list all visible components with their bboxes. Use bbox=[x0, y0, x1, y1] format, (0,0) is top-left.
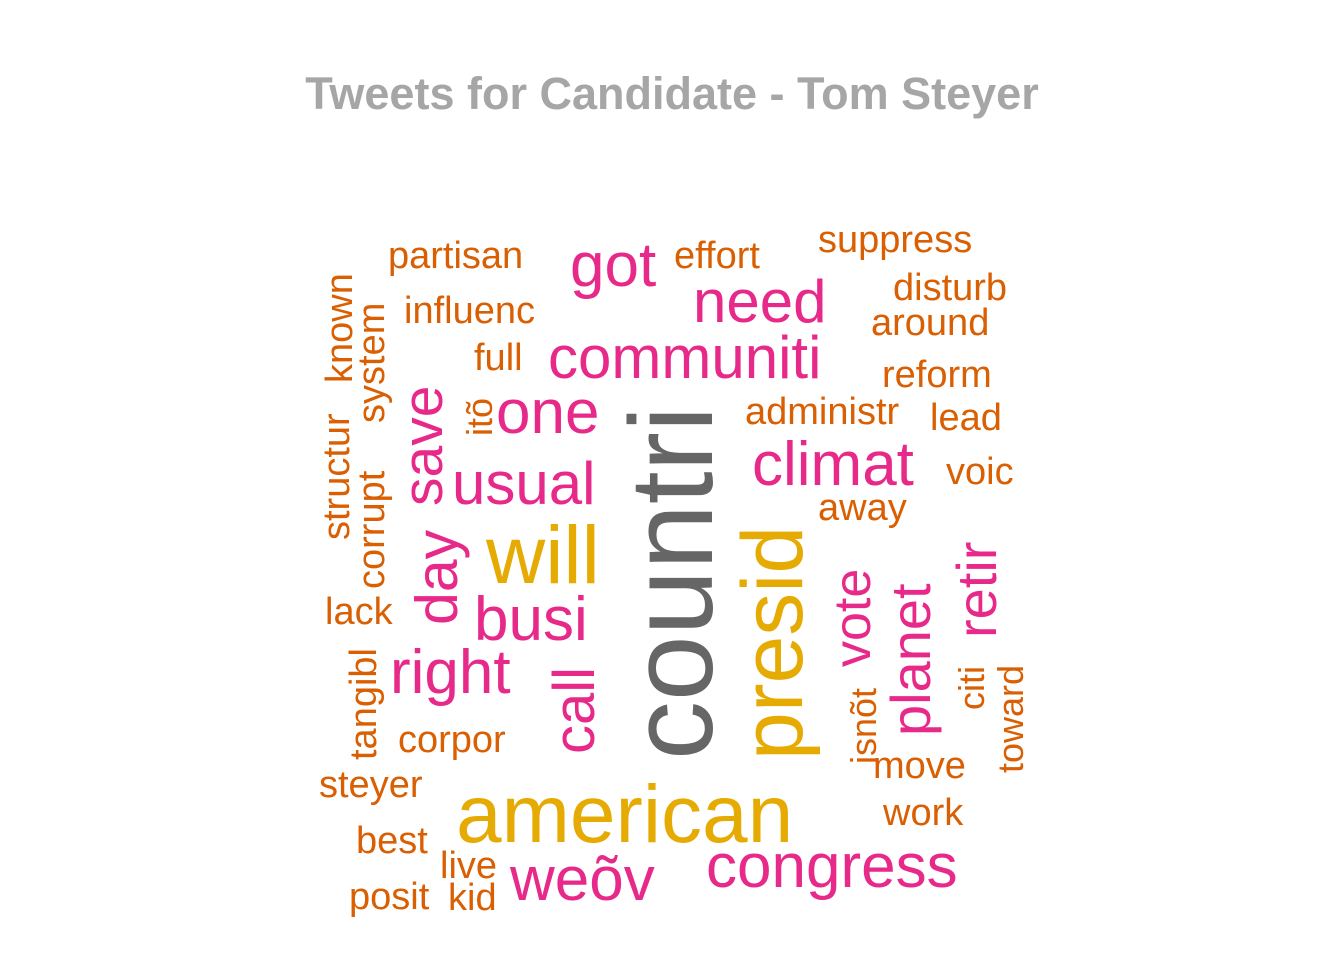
word-climat: climat bbox=[752, 430, 914, 499]
word-one: one bbox=[496, 378, 599, 447]
word-need: need bbox=[693, 268, 826, 335]
word-partisan: partisan bbox=[388, 235, 523, 277]
word-known: known bbox=[319, 273, 361, 383]
word-call: call bbox=[542, 667, 607, 754]
word-got: got bbox=[570, 231, 656, 300]
word-itõ: itõ bbox=[459, 398, 500, 436]
word-effort: effort bbox=[674, 235, 760, 277]
word-work: work bbox=[882, 792, 964, 834]
word-citi: citi bbox=[951, 666, 992, 710]
word-tangibl: tangibl bbox=[343, 648, 385, 760]
word-live: live bbox=[440, 845, 497, 887]
word-american: american bbox=[456, 769, 793, 860]
word-will: will bbox=[485, 510, 600, 601]
word-suppress: suppress bbox=[818, 219, 972, 261]
word-save: save bbox=[391, 386, 455, 506]
word-retir: retir bbox=[945, 542, 1008, 638]
word-communiti: communiti bbox=[548, 324, 821, 391]
word-planet: planet bbox=[879, 583, 942, 736]
word-system: system bbox=[351, 303, 393, 423]
word-vote: vote bbox=[824, 569, 882, 667]
word-voic: voic bbox=[946, 451, 1014, 493]
word-right: right bbox=[390, 638, 511, 707]
word-posit: posit bbox=[349, 876, 430, 918]
word-around: around bbox=[871, 302, 989, 344]
word-kid: kid bbox=[448, 877, 497, 919]
word-busi: busi bbox=[474, 585, 588, 654]
word-countri: countri bbox=[606, 406, 738, 760]
word-weõv: weõv bbox=[509, 845, 655, 914]
word-reform: reform bbox=[882, 354, 992, 396]
word-usual: usual bbox=[452, 450, 595, 517]
chart-title: Tweets for Candidate - Tom Steyer bbox=[305, 68, 1039, 119]
word-disturb: disturb bbox=[893, 267, 1007, 309]
word-presid: presid bbox=[725, 526, 821, 760]
word-lack: lack bbox=[325, 591, 394, 633]
word-full: full bbox=[474, 337, 523, 379]
word-influenc: influenc bbox=[404, 290, 535, 332]
word-structur: structur bbox=[316, 413, 358, 540]
word-toward: toward bbox=[990, 665, 1031, 773]
word-administr: administr bbox=[745, 391, 899, 433]
word-move: move bbox=[873, 745, 966, 787]
word-steyer: steyer bbox=[319, 764, 423, 806]
word-day: day bbox=[404, 529, 470, 625]
word-congress: congress bbox=[706, 832, 958, 901]
word-corpor: corpor bbox=[398, 719, 506, 761]
word-lead: lead bbox=[930, 397, 1002, 439]
word-isnõt: isnõt bbox=[843, 688, 884, 764]
word-away: away bbox=[818, 487, 907, 529]
word-best: best bbox=[356, 820, 428, 862]
word-corrupt: corrupt bbox=[351, 470, 393, 589]
